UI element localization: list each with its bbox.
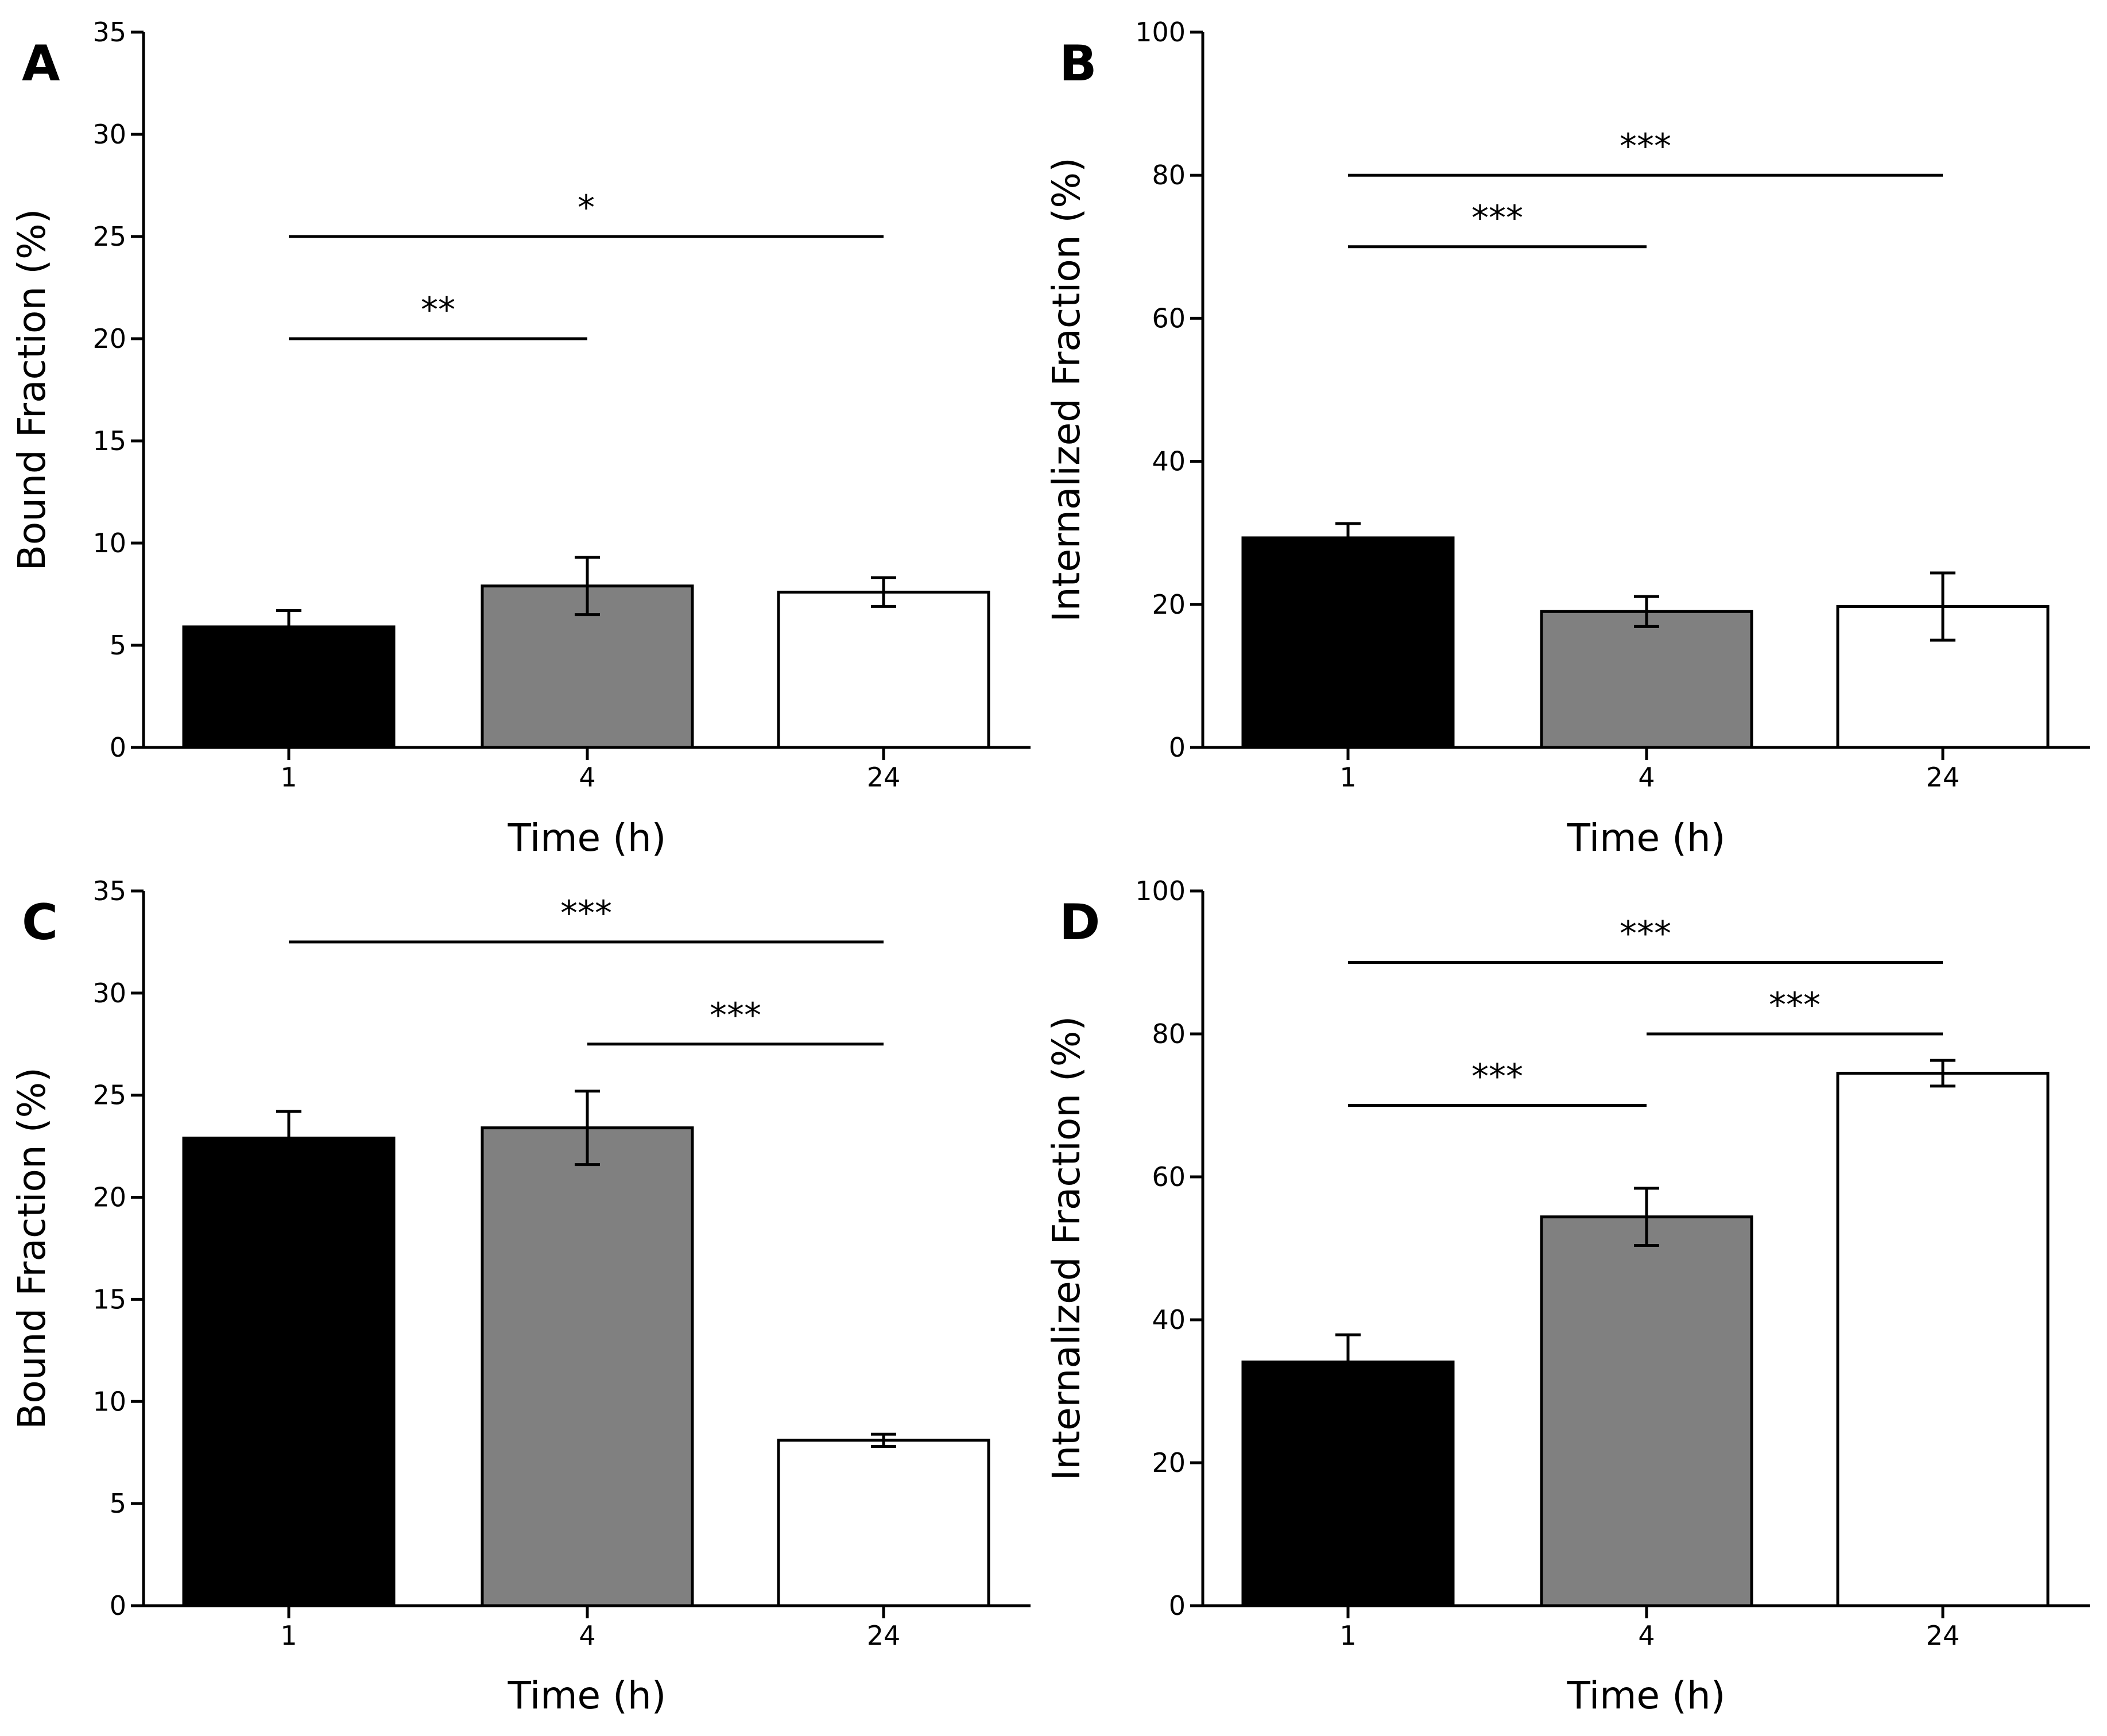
significance-label-d-1: *** [1769, 985, 1821, 1025]
x-tick-label-b-1: 1 [1339, 762, 1356, 793]
y-tick-label-b-100: 100 [1135, 17, 1186, 48]
error-bar-b-1 [1335, 522, 1361, 554]
significance-label-b-0: *** [1471, 198, 1523, 238]
y-tick-label-a-30: 30 [92, 119, 126, 150]
y-tick-label-d-0: 0 [1169, 1590, 1186, 1621]
error-bar-a-1 [276, 609, 301, 645]
y-tick-label-a-35: 35 [92, 17, 126, 48]
x-tick-label-b-24: 24 [1926, 762, 1960, 793]
panel-b: B 0 20 40 60 80 100 1 4 24 Time (h) Internalized Fr… [1044, 17, 2090, 860]
bar-a-1 [182, 625, 396, 749]
x-axis-title-d: Time (h) [1567, 1673, 1726, 1718]
significance-label-b-1: *** [1620, 126, 1671, 166]
bar-d-4 [1540, 1215, 1753, 1607]
x-tick-label-a-24: 24 [867, 762, 901, 793]
bar-b-4 [1540, 610, 1753, 749]
x-axis-title-b: Time (h) [1567, 816, 1726, 860]
x-axis-title-c: Time (h) [508, 1673, 667, 1718]
y-tick-label-a-10: 10 [92, 528, 126, 559]
bar-d-24 [1836, 1071, 2050, 1607]
y-tick-label-c-15: 15 [92, 1284, 126, 1315]
panel-c: C 0 5 10 15 20 25 30 35 1 4 24 Time (h) Bound Fractio… [10, 875, 1031, 1718]
y-tick-label-b-60: 60 [1152, 303, 1186, 334]
y-tick-label-a-15: 15 [92, 425, 126, 456]
y-tick-label-c-0: 0 [110, 1590, 126, 1621]
y-tick-label-a-20: 20 [92, 323, 126, 354]
x-tick-label-c-1: 1 [280, 1620, 297, 1651]
y-tick-label-d-60: 60 [1152, 1161, 1186, 1192]
y-tick-label-c-35: 35 [92, 875, 126, 906]
y-tick-label-d-40: 40 [1152, 1304, 1186, 1335]
y-axis-title-c: Bound Fraction (%) [10, 1067, 54, 1429]
panel-d: D 0 20 40 60 80 100 1 4 24 Time (h) Internalized Fr… [1044, 875, 2090, 1718]
y-tick-label-c-5: 5 [110, 1488, 126, 1519]
x-tick-label-d-1: 1 [1339, 1620, 1356, 1651]
y-tick-label-d-100: 100 [1135, 875, 1186, 906]
significance-label-c-1: *** [560, 893, 612, 933]
significance-label-d-0: *** [1471, 1057, 1523, 1097]
bar-c-24 [777, 1439, 990, 1607]
y-tick-label-b-20: 20 [1152, 589, 1186, 620]
error-bar-d-24 [1930, 1059, 1955, 1088]
y-axis-title-a: Bound Fraction (%) [10, 209, 54, 571]
error-bar-a-24 [871, 576, 896, 608]
panel-a: A 0 5 10 15 20 25 30 35 1 4 24 Time (h) Bound Fractio… [10, 17, 1031, 860]
x-tick-label-c-4: 4 [579, 1620, 595, 1651]
x-tick-label-a-4: 4 [579, 762, 595, 793]
y-tick-label-b-80: 80 [1152, 160, 1186, 191]
y-tick-label-c-10: 10 [92, 1386, 126, 1417]
bar-b-1 [1241, 536, 1455, 749]
x-tick-label-b-4: 4 [1638, 762, 1655, 793]
error-bar-b-24 [1930, 571, 1955, 642]
error-bar-a-4 [575, 556, 600, 617]
bar-a-24 [777, 590, 990, 749]
error-bar-d-4 [1634, 1187, 1659, 1247]
bar-d-1 [1241, 1360, 1455, 1607]
y-tick-label-c-30: 30 [92, 978, 126, 1009]
panel-letter-b: B [1059, 35, 1097, 92]
x-tick-label-d-4: 4 [1638, 1620, 1655, 1651]
bar-c-1 [182, 1136, 396, 1607]
error-bar-c-24 [871, 1432, 896, 1448]
significance-label-a-1: * [578, 188, 595, 228]
panel-letter-c: C [22, 894, 58, 951]
y-tick-label-c-25: 25 [92, 1080, 126, 1111]
error-bar-d-1 [1335, 1333, 1361, 1391]
panel-letter-d: D [1059, 894, 1100, 951]
y-axis-title-b: Internalized Fraction (%) [1044, 157, 1089, 622]
y-tick-label-a-5: 5 [110, 630, 126, 661]
significance-label-c-0: *** [710, 995, 761, 1036]
y-tick-label-a-25: 25 [92, 221, 126, 252]
significance-label-a-0: ** [421, 290, 455, 330]
error-bar-c-1 [276, 1110, 301, 1167]
x-tick-label-d-24: 24 [1926, 1620, 1960, 1651]
y-tick-label-b-0: 0 [1169, 732, 1186, 763]
panel-letter-a: A [22, 35, 60, 92]
significance-label-d-2: *** [1620, 914, 1671, 954]
error-bar-b-4 [1634, 595, 1659, 628]
x-axis-title-a: Time (h) [508, 816, 667, 860]
x-tick-label-a-1: 1 [280, 762, 297, 793]
x-tick-label-c-24: 24 [867, 1620, 901, 1651]
y-axis-title-d: Internalized Fraction (%) [1044, 1016, 1089, 1481]
bar-c-4 [481, 1126, 694, 1607]
y-tick-label-d-20: 20 [1152, 1447, 1186, 1478]
y-tick-label-d-80: 80 [1152, 1018, 1186, 1049]
y-tick-label-c-20: 20 [92, 1182, 126, 1213]
y-tick-label-a-0: 0 [110, 732, 126, 763]
error-bar-c-4 [575, 1090, 600, 1167]
y-tick-label-b-40: 40 [1152, 446, 1186, 477]
